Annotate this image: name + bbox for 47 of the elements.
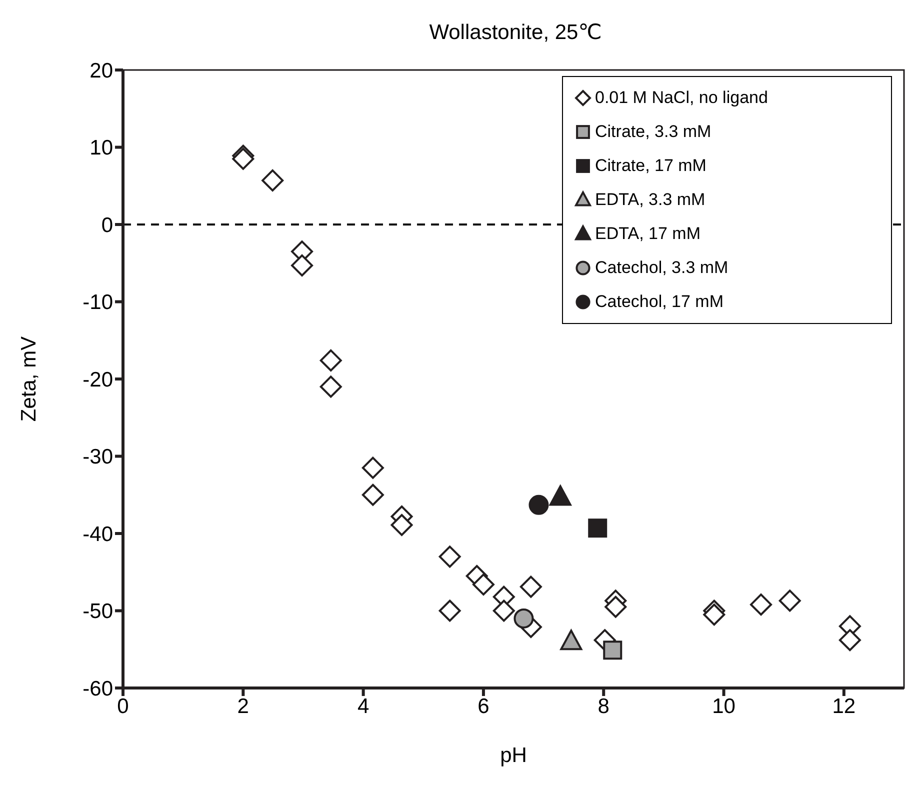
point [362,456,384,479]
point [778,590,801,612]
y-axis-title: Zeta, mV [17,336,40,422]
x-tick-label: 2 [237,694,249,718]
legend-label: 0.01 M NaCl, no ligand [595,88,768,108]
legend-label: Citrate, 3.3 mM [595,122,712,142]
y-tick-label: 0 [101,214,113,237]
point [604,596,627,618]
point [588,518,608,538]
point [472,573,494,596]
point [514,608,534,628]
legend-label: EDTA, 17 mM [595,224,700,244]
point [291,254,314,276]
point [438,600,461,622]
point [750,594,772,616]
legend-label: EDTA, 3.3 mM [595,190,706,210]
legend-label: Catechol, 17 mM [595,292,724,312]
point [528,494,549,515]
point [438,546,461,568]
point [603,640,622,660]
y-tick-label: -40 [82,522,113,546]
chart-title: Wollastonite, 25℃ [428,20,603,46]
point [838,629,861,652]
legend-label: Catechol, 3.3 mM [595,258,728,278]
point [320,349,342,372]
y-tick-label: -60 [82,677,113,700]
x-tick-label: 0 [117,694,129,718]
x-axis-title: pH [500,744,527,767]
y-tick-label: -20 [82,368,113,392]
x-tick-label: 8 [598,694,610,718]
point [362,484,384,506]
point [520,576,542,598]
y-tick-label: 10 [90,136,113,160]
x-tick-label: 4 [357,694,370,718]
y-tick-label: 20 [90,59,113,82]
point [390,514,413,536]
y-tick-label: -50 [82,600,113,624]
legend-label: Citrate, 17 mM [595,156,706,176]
point [320,376,342,398]
point [262,169,284,192]
x-tick-label: 10 [712,694,736,718]
x-tick-label: 6 [478,694,490,718]
point [492,600,515,622]
x-tick-label: 12 [832,694,856,718]
y-tick-label: -30 [82,446,113,469]
y-tick-label: -10 [82,291,113,314]
point [703,604,726,626]
